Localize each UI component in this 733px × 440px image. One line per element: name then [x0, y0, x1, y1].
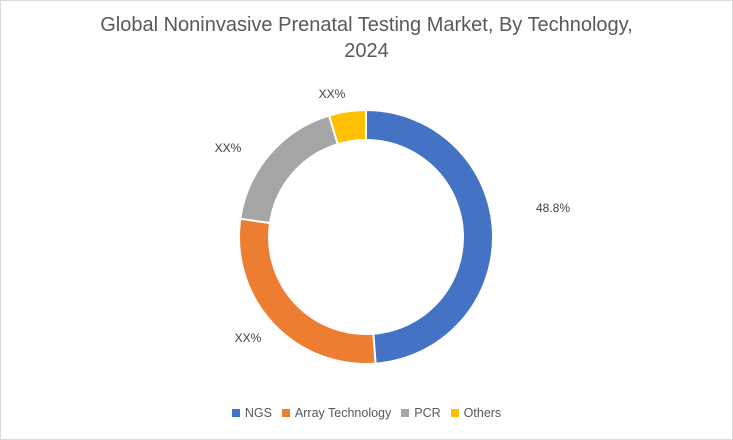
legend-swatch	[231, 409, 240, 417]
legend-swatch	[450, 409, 459, 417]
legend: NGS Array Technology PCR Others	[0, 406, 733, 420]
legend-item: NGS	[231, 406, 272, 420]
legend-swatch	[401, 409, 410, 417]
data-label: 48.8%	[536, 201, 570, 215]
legend-item: Others	[450, 406, 502, 420]
legend-swatch	[281, 409, 290, 417]
legend-item: Array Technology	[281, 406, 392, 420]
data-label: XX%	[235, 331, 262, 345]
legend-label: Others	[463, 406, 502, 420]
legend-label: NGS	[244, 406, 272, 420]
data-label: XX%	[319, 87, 346, 101]
chart-title-line-1: Global Noninvasive Prenatal Testing Mark…	[100, 14, 633, 36]
legend-label: PCR	[414, 406, 441, 420]
slice-others	[327, 108, 367, 146]
legend-label: Array Technology	[294, 406, 392, 420]
slice-pcr	[239, 114, 340, 225]
slice-ngs	[365, 108, 494, 365]
data-label: XX%	[215, 141, 242, 155]
legend-item: PCR	[401, 406, 441, 420]
chart-title-line-2: 2024	[344, 40, 389, 62]
